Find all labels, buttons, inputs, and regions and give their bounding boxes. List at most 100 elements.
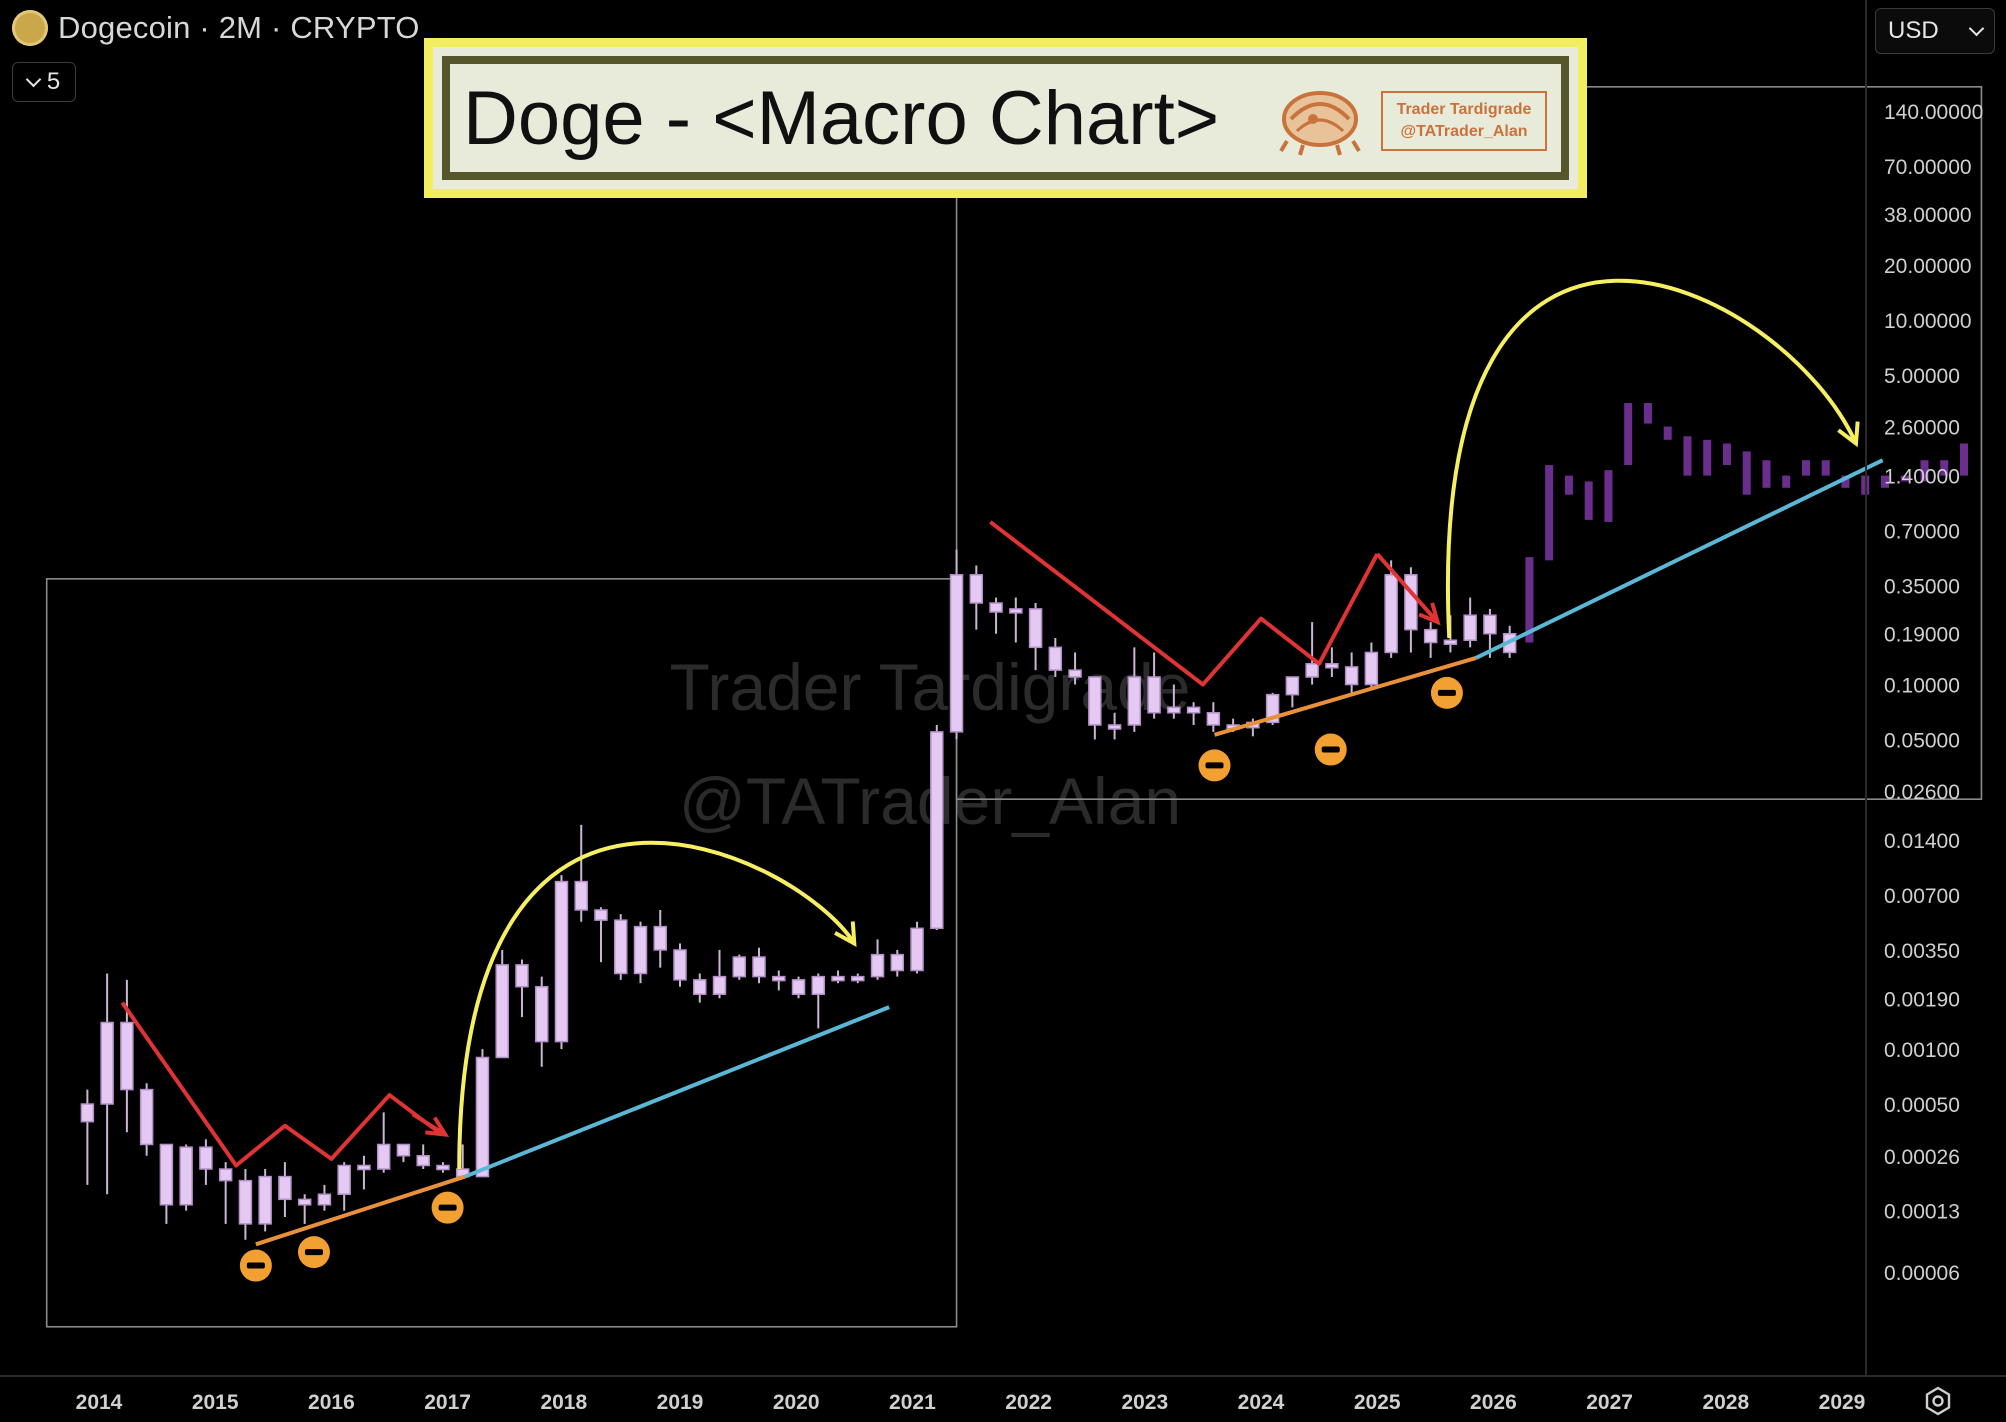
- y-tick-label: 0.00050: [1884, 1094, 1960, 1117]
- y-tick-label: 0.01400: [1884, 830, 1960, 853]
- minus-marker-icon: [297, 1236, 330, 1269]
- candle-body: [1068, 669, 1082, 678]
- y-tick-label: 70.00000: [1884, 156, 1972, 179]
- candle-body: [1344, 666, 1359, 686]
- x-tick-label: 2024: [1238, 1391, 1285, 1414]
- x-tick-label: 2022: [1005, 1391, 1052, 1414]
- candle-body: [1206, 712, 1221, 726]
- candle-body: [1483, 614, 1497, 635]
- settings-gear-icon[interactable]: [1923, 1386, 1953, 1416]
- minus-marker-icon: [1198, 749, 1231, 782]
- candle-body: [534, 985, 549, 1043]
- y-tick-label: 0.35000: [1884, 575, 1960, 598]
- candle-body: [791, 979, 806, 996]
- candle-body: [870, 953, 885, 978]
- candle-body: [831, 975, 845, 982]
- projection-bar: [1663, 426, 1672, 440]
- projection-bar: [1683, 436, 1692, 476]
- x-tick-label: 2018: [540, 1391, 587, 1414]
- candle-body: [732, 956, 747, 978]
- x-tick-label: 2023: [1121, 1391, 1168, 1414]
- logo-line1: Trader Tardigrade: [1396, 101, 1532, 118]
- y-tick-label: 10.00000: [1884, 310, 1972, 333]
- y-tick-label: 0.05000: [1884, 729, 1960, 752]
- watermark-line2: @TATrader_Alan: [679, 764, 1181, 838]
- candle-body: [218, 1168, 233, 1182]
- candle-body: [80, 1103, 95, 1123]
- tardigrade-logo-icon: [1279, 91, 1361, 156]
- projection-bar: [1940, 460, 1949, 476]
- cycle-arc: [1445, 278, 1858, 639]
- candle-body: [238, 1179, 253, 1225]
- candle-body: [1028, 608, 1043, 649]
- indicator-count-button[interactable]: 5: [12, 62, 76, 102]
- candle-body: [1285, 676, 1300, 696]
- zigzag-line: [120, 1001, 443, 1168]
- chevron-down-icon: [25, 71, 42, 87]
- y-tick-label: 0.00026: [1884, 1146, 1960, 1169]
- y-tick-label: 2.60000: [1884, 417, 1960, 440]
- dogecoin-icon: [12, 10, 48, 46]
- candle-body: [1364, 651, 1379, 686]
- candle-body: [495, 964, 509, 1059]
- candle-body: [930, 731, 944, 930]
- arc-arrow-head: [834, 921, 857, 947]
- x-tick-label: 2021: [889, 1391, 936, 1414]
- candle-body: [1088, 676, 1102, 726]
- projection-bar: [1742, 451, 1751, 495]
- candle-body: [258, 1175, 272, 1225]
- y-tick-label: 38.00000: [1884, 204, 1972, 227]
- x-tick-label: 2020: [773, 1391, 820, 1414]
- arrow-head: [425, 1116, 450, 1137]
- y-tick-label: 0.70000: [1884, 520, 1960, 543]
- candle-body: [613, 919, 628, 975]
- x-tick-label: 2027: [1586, 1391, 1633, 1414]
- currency-select[interactable]: USD: [1875, 8, 1995, 54]
- y-tick-label: 0.10000: [1884, 675, 1960, 698]
- candle-body: [890, 953, 905, 972]
- candle-body: [1443, 639, 1458, 645]
- x-tick-label: 2019: [657, 1391, 704, 1414]
- y-tick-label: 0.02600: [1884, 781, 1960, 804]
- candle-body: [554, 880, 569, 1043]
- candle-body: [1147, 676, 1161, 714]
- candle-body: [574, 880, 588, 911]
- candle-body: [1325, 663, 1339, 669]
- candle-body: [475, 1056, 490, 1178]
- x-tick-label: 2028: [1702, 1391, 1749, 1414]
- candle-body: [1463, 614, 1477, 641]
- y-tick-label: 0.00700: [1884, 885, 1960, 908]
- candle-body: [416, 1155, 430, 1167]
- projection-bar: [1920, 460, 1929, 482]
- y-tick-label: 0.00100: [1884, 1039, 1960, 1062]
- minus-marker-icon: [431, 1191, 464, 1224]
- candle-body: [633, 925, 648, 975]
- x-tick-label: 2029: [1819, 1391, 1866, 1414]
- candle-body: [811, 975, 826, 996]
- candle-body: [120, 1021, 134, 1091]
- candle-body: [436, 1164, 450, 1171]
- candle-body: [594, 909, 608, 921]
- candle-body: [376, 1143, 391, 1170]
- support-line: [255, 1174, 466, 1247]
- y-tick-label: 20.00000: [1884, 255, 1972, 278]
- macro-chart-banner: Doge - <Macro Chart> Trader Tardigrade @…: [424, 38, 1587, 198]
- candle-body: [317, 1193, 332, 1206]
- support-line: [1213, 655, 1477, 737]
- x-tick-label: 2014: [76, 1391, 123, 1414]
- candle-body: [297, 1198, 312, 1206]
- projection-bar: [1584, 481, 1593, 520]
- candle-body: [357, 1164, 371, 1171]
- candle-body: [989, 602, 1003, 613]
- candle-body: [1186, 706, 1201, 714]
- logo-badge: Trader Tardigrade @TATrader_Alan: [1381, 91, 1547, 151]
- candle-body: [159, 1143, 174, 1206]
- candle-body: [851, 975, 865, 982]
- projection-bar: [1900, 475, 1909, 482]
- watermark: Trader Tardigrade @TATrader_Alan: [670, 650, 1191, 838]
- symbol-header: Dogecoin · 2M · CRYPTO: [12, 10, 420, 46]
- chevron-down-icon: [1968, 20, 1985, 36]
- candle-body: [139, 1088, 154, 1146]
- watermark-line1: Trader Tardigrade: [670, 650, 1191, 724]
